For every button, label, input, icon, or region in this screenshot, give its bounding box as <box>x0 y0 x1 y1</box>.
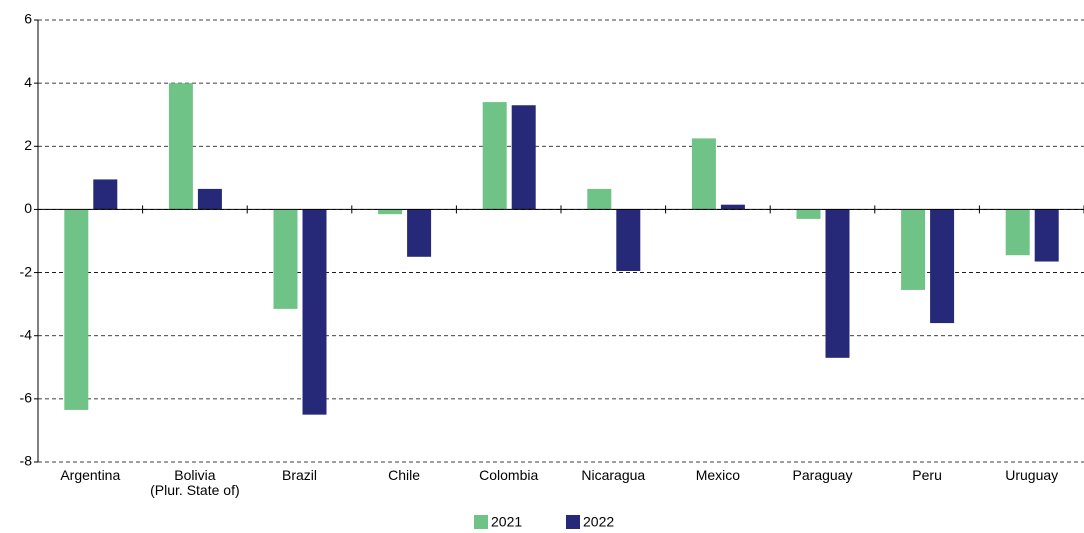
legend-swatch <box>566 515 580 529</box>
bar <box>378 209 403 215</box>
y-tick-label: 4 <box>24 74 32 90</box>
y-tick-label: 0 <box>24 200 32 216</box>
x-tick-label: Bolivia (Plur. State of) <box>150 467 240 498</box>
legend-label: 2021 <box>491 514 522 530</box>
x-tick-label: Nicaragua <box>581 467 646 483</box>
bar <box>587 188 612 210</box>
bar <box>197 188 222 210</box>
bar <box>720 204 745 210</box>
x-tick-label: Chile <box>388 467 421 483</box>
legend-label: 2022 <box>583 514 614 530</box>
y-tick-label: 2 <box>24 137 32 153</box>
bar <box>930 209 955 324</box>
x-tick-label: Paraguay <box>792 467 853 483</box>
bar <box>691 138 716 210</box>
y-tick-label: -6 <box>20 390 33 406</box>
y-tick-label: -8 <box>20 453 33 469</box>
x-tick-label: Colombia <box>479 467 539 483</box>
x-tick-label: Brazil <box>281 467 317 483</box>
bar <box>273 209 298 309</box>
x-tick-label: Peru <box>912 467 942 483</box>
y-tick-label: -2 <box>20 263 33 279</box>
bar <box>482 102 507 210</box>
x-tick-label: Mexico <box>695 467 741 483</box>
bar <box>302 209 327 415</box>
bar <box>407 209 432 257</box>
bar <box>901 209 926 290</box>
legend-swatch <box>474 515 488 529</box>
bar <box>511 105 536 210</box>
x-tick-label: Uruguay <box>1005 467 1059 483</box>
bar <box>796 209 821 219</box>
bar <box>93 179 118 210</box>
bar <box>168 83 193 210</box>
bar <box>825 209 850 358</box>
x-tick-label: Argentina <box>60 467 121 483</box>
bar <box>616 209 641 271</box>
y-tick-label: -4 <box>20 326 33 342</box>
y-tick-label: 6 <box>24 11 32 27</box>
bar <box>64 209 89 410</box>
bar <box>1005 209 1030 256</box>
bar <box>1034 209 1059 262</box>
